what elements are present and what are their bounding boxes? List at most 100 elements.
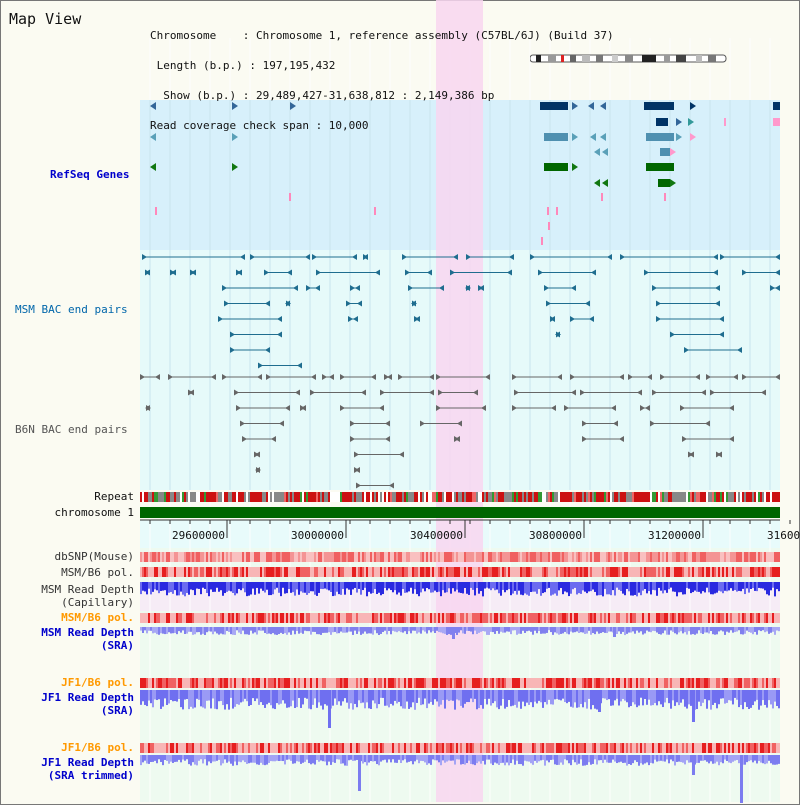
b6n-bac-pair-end (279, 420, 284, 427)
msm-cap-depth-bar (602, 582, 604, 597)
msm-cap-depth-bar (708, 582, 710, 593)
repeat-feature (740, 492, 742, 502)
chromosome-ideogram[interactable] (530, 54, 730, 64)
msm-cap-depth-bar (420, 582, 422, 593)
jf1-sra-depth-bar (506, 690, 508, 707)
dbsnp-heat-cell (506, 552, 508, 562)
msm-sra-depth-bar (632, 627, 634, 632)
jf1-trim-depth-bar (566, 755, 568, 761)
msm-sra-depth-bar (522, 627, 524, 631)
msm-sra-depth-bar (242, 627, 244, 631)
msm-sra-depth-bar (744, 627, 746, 634)
repeat-feature (588, 492, 590, 502)
repeat-feature (354, 492, 356, 502)
b6n-bac-pair-end (379, 405, 384, 411)
msm-pol-heat-cell (184, 567, 186, 577)
dbsnp-heat-cell (744, 552, 746, 562)
repeat-feature (750, 492, 752, 502)
dbsnp-heat-cell (200, 552, 202, 562)
msm-pol2-heat-cell (664, 613, 666, 623)
jf1-sra-depth-bar (432, 690, 434, 705)
track-label-b6n-bac[interactable]: B6N BAC end pairs (15, 423, 128, 436)
jf1-pol-heat-cell (268, 678, 270, 688)
dbsnp-heat-cell (410, 552, 412, 562)
repeat-feature (328, 492, 330, 502)
jf1-sra-depth-bar (300, 690, 302, 708)
dbsnp-heat-cell (770, 552, 772, 562)
track-label-msm-bac[interactable]: MSM BAC end pairs (15, 303, 128, 316)
jf1-sra-depth-bar (166, 690, 168, 705)
dbsnp-heat-cell (658, 552, 660, 562)
repeat-feature (234, 492, 236, 502)
repeat-feature (330, 492, 332, 502)
dbsnp-heat-cell (630, 552, 632, 562)
jf1-trim-depth-bar (388, 755, 390, 760)
jf1-pol-heat-cell (176, 678, 178, 688)
jf1-pol2-heat-cell (224, 743, 226, 753)
jf1-pol2-heat-cell (634, 743, 636, 753)
msm-pol2-heat-cell (506, 613, 508, 623)
msm-cap-depth-bar (586, 582, 588, 594)
jf1-trim-depth-bar (322, 755, 324, 762)
jf1-trim-depth-bar (580, 755, 582, 760)
dbsnp-heat-cell (596, 552, 598, 562)
repeat-feature (290, 492, 292, 502)
refseq-gene-arrow (670, 148, 676, 156)
repeat-feature (700, 492, 702, 502)
repeat-feature (314, 492, 316, 502)
repeat-feature (316, 492, 318, 502)
jf1-pol-heat-cell (394, 678, 396, 688)
msm-sra-depth-bar (154, 627, 156, 633)
jf1-pol2-heat-cell (464, 743, 466, 753)
msm-cap-depth-bar (244, 582, 246, 593)
msm-pol2-heat-cell (434, 613, 436, 623)
msm-cap-depth-bar (560, 582, 562, 589)
msm-sra-depth-bar (180, 627, 182, 633)
msm-pol2-heat-cell (540, 613, 542, 623)
dbsnp-heat-cell (742, 552, 744, 562)
jf1-pol2-heat-cell (302, 743, 304, 753)
msm-sra-depth-bar (734, 627, 736, 633)
msm-cap-depth-bar (504, 582, 506, 593)
jf1-trim-depth-bar (204, 755, 206, 760)
repeat-feature (654, 492, 656, 502)
jf1-pol2-heat-cell (356, 743, 358, 753)
msm-pol-heat-cell (284, 567, 286, 577)
msm-pol-heat-cell (576, 567, 578, 577)
dbsnp-heat-cell (208, 552, 210, 562)
msm-cap-depth-bar (162, 582, 164, 591)
jf1-sra-depth-bar (770, 690, 772, 705)
jf1-trim-depth-bar (468, 755, 470, 761)
dbsnp-heat-cell (406, 552, 408, 562)
jf1-trim-depth-bar (350, 755, 352, 760)
jf1-pol-heat-cell (774, 678, 776, 688)
jf1-pol-heat-cell (382, 678, 384, 688)
jf1-pol-heat-cell (732, 678, 734, 688)
msm-cap-depth-bar (188, 582, 190, 595)
track-label-refseq[interactable]: RefSeq Genes (50, 168, 130, 181)
jf1-pol2-heat-cell (228, 743, 230, 753)
jf1-sra-depth-bar (452, 690, 454, 701)
jf1-pol2-heat-cell (510, 743, 512, 753)
dbsnp-heat-cell (762, 552, 764, 562)
jf1-pol2-heat-cell (384, 743, 386, 753)
msm-cap-depth-bar (372, 582, 374, 594)
jf1-pol-heat-cell (480, 678, 482, 688)
jf1-pol-heat-cell (300, 678, 302, 688)
jf1-sra-depth-bar (628, 690, 630, 708)
msm-sra-depth-bar (586, 627, 588, 634)
msm-cap-depth-bar (284, 582, 286, 594)
msm-cap-depth-bar (540, 582, 542, 596)
msm-sra-depth-bar (388, 627, 390, 631)
dbsnp-heat-cell (328, 552, 330, 562)
msm-pol2-heat-cell (208, 613, 210, 623)
dbsnp-heat-cell (320, 552, 322, 562)
msm-pol2-heat-cell (490, 613, 492, 623)
repeat-feature (284, 492, 286, 502)
msm-pol-heat-cell (752, 567, 754, 577)
msm-pol-heat-cell (504, 567, 506, 577)
msm-pol2-heat-cell (764, 613, 766, 623)
msm-sra-depth-bar (564, 627, 566, 632)
jf1-sra-depth-bar (340, 690, 342, 706)
